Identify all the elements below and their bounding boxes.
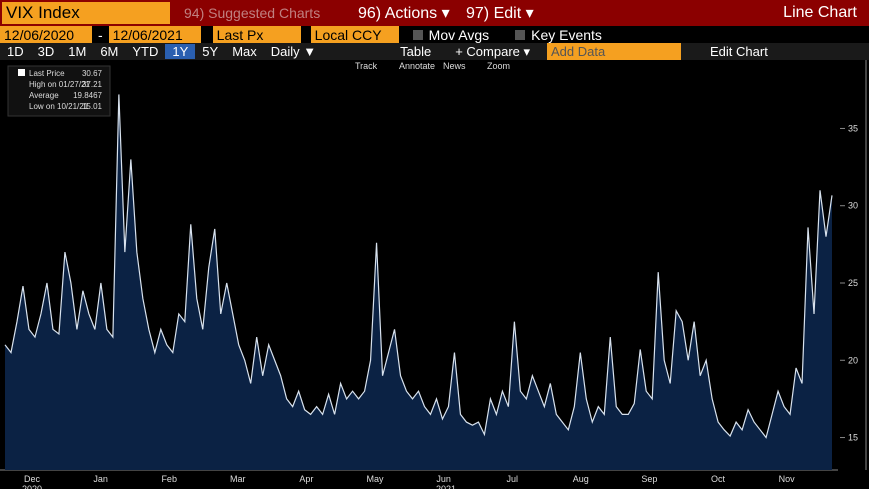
x-tick-label: Jul (506, 474, 518, 484)
legend-value: 30.67 (82, 69, 103, 78)
y-tick-label: 15 (848, 433, 858, 443)
field[interactable]: Last Px (212, 26, 301, 43)
legend-label: High on 01/27/21 (29, 80, 90, 89)
chart: Track Annotate News Zoom 15 20 25 30 35 Dec Jan Feb… (0, 60, 867, 489)
period-button[interactable]: Max (232, 44, 257, 59)
frequency[interactable]: Daily ▼ (270, 44, 317, 59)
period-button[interactable]: 1M (68, 44, 87, 59)
compare-button[interactable]: + Compare ▾ (455, 43, 531, 59)
x-tick-label: Nov (779, 474, 796, 484)
checkbox[interactable] (515, 29, 526, 40)
key-events[interactable]: Key Events (531, 26, 602, 43)
tool-button: Annotate (399, 61, 435, 71)
end-date[interactable]: 12/06/2021 (108, 26, 201, 43)
x-tick-label: Apr (299, 474, 313, 484)
currency[interactable]: Local CCY (310, 26, 399, 43)
x-tick-label: Jun (436, 474, 451, 484)
legend-value: 37.21 (82, 80, 103, 89)
year-label: 2021 (436, 484, 456, 489)
period-button[interactable]: 3D (37, 44, 55, 59)
mov-avgs[interactable]: Mov Avgs (428, 26, 490, 43)
suggested-charts[interactable]: 94) Suggested Charts (184, 5, 321, 21)
y-tick-label: 35 (848, 123, 858, 133)
add-data[interactable]: Add Data (547, 43, 682, 60)
x-tick-label: Feb (161, 474, 177, 484)
legend-label: Last Price (29, 69, 65, 78)
period-button[interactable]: 6M (100, 44, 119, 59)
settings-bar: 12/06/2020 - 12/06/2021 Last Px Local CC… (0, 26, 869, 43)
legend-label: Average (29, 91, 59, 100)
x-tick-label: Dec (24, 474, 41, 484)
period-button[interactable]: 1Y (165, 44, 196, 59)
edit-menu[interactable]: 97) Edit ▾ (466, 5, 534, 22)
x-tick-label: Oct (711, 474, 726, 484)
toolbar: 1D 3D 1M 6M YTD 1Y 5Y Max Daily ▼ Table + Compa… (0, 43, 869, 60)
period-button[interactable]: 1D (7, 44, 24, 59)
line (4, 94, 833, 439)
x-tick-label: Sep (641, 474, 657, 484)
chart-kind: Line Chart (783, 4, 857, 21)
edit-chart[interactable]: Edit Chart (710, 44, 768, 59)
period-button[interactable]: YTD (132, 44, 159, 59)
legend-box (7, 65, 111, 117)
periods: 1D 3D 1M 6M YTD 1Y 5Y Max (0, 43, 264, 60)
area (5, 94, 832, 471)
legend-swatch (18, 69, 25, 76)
y-tick-label: 20 (848, 355, 858, 365)
title-bar: VIX Index 94) Suggested Charts 96) Actio… (0, 0, 869, 26)
x-tick-label: May (366, 474, 384, 484)
x-tick-label: Jan (93, 474, 108, 484)
y-tick-label: 30 (848, 201, 858, 211)
tool-button: Zoom (487, 61, 510, 71)
date-dash: - (98, 26, 103, 43)
legend-label: Low on 10/21/21 (29, 102, 89, 111)
tool-button: Track (355, 61, 378, 71)
period-button[interactable]: 5Y (202, 44, 219, 59)
year-label: 2020 (22, 484, 42, 489)
table-button[interactable]: Table (400, 44, 432, 59)
x-tick-label: Mar (230, 474, 246, 484)
legend-value: 19.8467 (73, 91, 102, 100)
legend-value: 15.01 (82, 102, 103, 111)
x-tick-label: Aug (573, 474, 589, 484)
checkbox[interactable] (412, 29, 423, 40)
y-tick-label: 25 (848, 278, 858, 288)
start-date[interactable]: 12/06/2020 (0, 26, 92, 43)
actions-menu[interactable]: 96) Actions ▾ (358, 5, 450, 22)
tool-button: News (443, 61, 466, 71)
ticker[interactable]: VIX Index (2, 2, 170, 24)
